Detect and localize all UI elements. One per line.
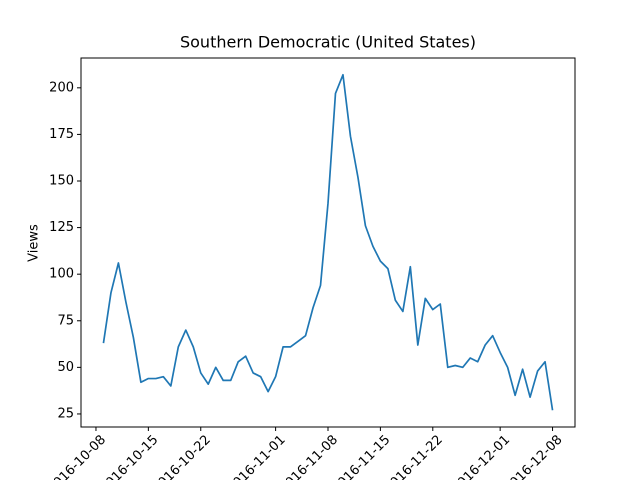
y-tick-label: 175 (49, 127, 74, 142)
x-tick-label: 2016-11-01 (225, 432, 289, 480)
line (102, 73, 554, 411)
x-tick-label: 2016-11-08 (277, 432, 341, 480)
y-tick-label: 100 (49, 267, 74, 282)
x-tick-label: 2016-11-22 (382, 432, 446, 480)
x-tick-label: 2016-10-15 (97, 432, 161, 480)
y-tick-label: 25 (57, 406, 74, 421)
x-tick-label: 2016-12-08 (502, 432, 566, 480)
y-tick-label: 125 (49, 220, 74, 235)
y-tick-label: 150 (49, 174, 74, 189)
x-tick-label: 2016-11-15 (329, 432, 393, 480)
x-tick-label: 2016-12-01 (449, 432, 513, 480)
x-tick-label: 2016-10-08 (45, 432, 109, 480)
x-tick-label: 2016-10-22 (150, 432, 214, 480)
plot-frame (80, 57, 576, 428)
chart-title: Southern Democratic (United States) (180, 33, 476, 52)
y-tick-label: 50 (57, 360, 74, 375)
y-tick-label: 200 (49, 80, 74, 95)
y-tick-label: 75 (57, 313, 74, 328)
y-axis-label: Views (27, 224, 42, 262)
